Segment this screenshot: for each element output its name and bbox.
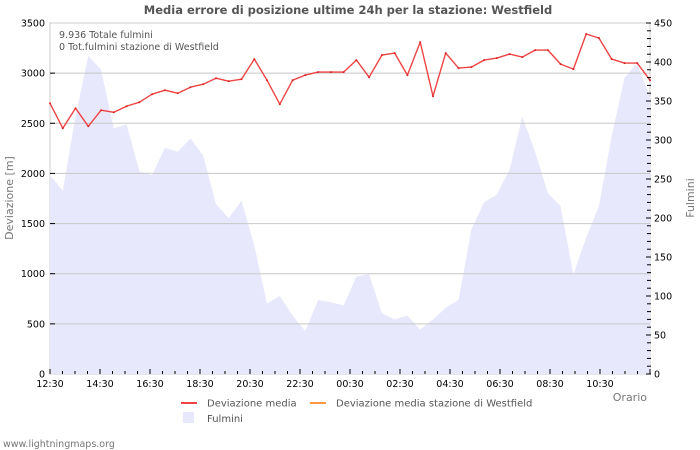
data-point xyxy=(534,49,537,52)
data-point xyxy=(61,127,64,130)
data-point xyxy=(432,95,434,98)
fulmini-area xyxy=(50,55,650,375)
plot-area xyxy=(49,22,651,375)
data-point xyxy=(623,62,626,65)
y2-tick-label: 150 xyxy=(654,253,672,264)
data-point xyxy=(176,92,179,95)
data-point xyxy=(74,107,77,110)
x-tick-label: 02:30 xyxy=(386,379,413,390)
y2-tick-label: 350 xyxy=(654,97,672,108)
legend: Deviazione media Deviazione media stazio… xyxy=(181,399,532,425)
legend-label-fulmini: Fulmini xyxy=(207,414,243,425)
y-tick-label: 1500 xyxy=(21,219,45,230)
data-point xyxy=(559,63,562,66)
source-footer: www.lightningmaps.org xyxy=(3,439,115,450)
y2-axis-label: Fulmini xyxy=(684,178,697,218)
y2-tick-label: 450 xyxy=(654,19,672,30)
deviazione-media-line xyxy=(49,33,651,130)
y2-tick-label: 300 xyxy=(654,136,672,147)
data-point xyxy=(495,57,498,60)
legend-label-deviazione-media: Deviazione media xyxy=(207,399,297,410)
x-tick-label: 08:30 xyxy=(536,379,563,390)
y2-tick-label: 50 xyxy=(654,331,666,342)
data-point xyxy=(215,77,217,80)
data-point xyxy=(266,79,268,82)
y-axis-right: 0 50 100 150 200 250 300 350 400 450 xyxy=(646,19,672,381)
data-point xyxy=(483,59,485,62)
data-point xyxy=(470,66,473,69)
data-point xyxy=(100,109,103,112)
data-point xyxy=(406,74,409,77)
y-tick-label: 3000 xyxy=(21,69,45,80)
x-tick-label: 14:30 xyxy=(86,379,113,390)
y-tick-label: 3500 xyxy=(21,19,45,30)
data-point xyxy=(125,105,128,108)
total-strikes-annotation: 9.936 Totale fulmini xyxy=(59,30,153,41)
y-tick-label: 500 xyxy=(27,319,45,330)
x-tick-label: 04:30 xyxy=(436,379,463,390)
data-point xyxy=(151,93,154,96)
legend-swatch-fulmini xyxy=(183,412,194,423)
y2-tick-label: 0 xyxy=(654,370,660,381)
data-point xyxy=(393,52,396,55)
x-axis: 12:30 14:30 16:30 18:30 20:30 22:30 00:30 02:30… xyxy=(36,369,651,390)
data-point xyxy=(508,53,511,56)
y2-tick-label: 200 xyxy=(654,214,672,225)
data-point xyxy=(240,78,243,81)
data-point xyxy=(380,54,383,57)
data-point xyxy=(112,111,115,114)
data-point xyxy=(649,79,651,82)
data-point xyxy=(636,62,639,65)
data-point xyxy=(291,79,294,82)
data-point xyxy=(546,49,549,52)
x-tick-label: 06:30 xyxy=(486,379,513,390)
deviazione-media-points xyxy=(49,33,651,130)
y-tick-label: 0 xyxy=(39,370,45,381)
data-point xyxy=(189,86,192,89)
data-point xyxy=(585,33,588,35)
data-point xyxy=(317,71,320,74)
x-tick-label: 20:30 xyxy=(236,379,263,390)
data-point xyxy=(444,52,447,55)
data-point xyxy=(597,37,600,39)
data-point xyxy=(49,102,51,105)
x-tick-label: 10:30 xyxy=(586,379,613,390)
x-tick-label: 12:30 xyxy=(36,379,63,390)
y-tick-label: 2000 xyxy=(21,169,45,180)
data-point xyxy=(419,41,422,44)
legend-label-deviazione-stazione: Deviazione media stazione di Westfield xyxy=(336,399,532,410)
y2-tick-label: 250 xyxy=(654,175,672,186)
y2-tick-label: 400 xyxy=(654,58,672,69)
x-axis-label: Orario xyxy=(613,391,648,404)
data-point xyxy=(368,76,371,79)
data-point xyxy=(572,68,575,71)
data-point xyxy=(355,59,358,62)
y2-tick-label: 100 xyxy=(654,292,672,303)
data-point xyxy=(329,71,332,74)
x-tick-label: 22:30 xyxy=(286,379,313,390)
data-point xyxy=(278,103,281,106)
y-axis-label: Deviazione [m] xyxy=(3,156,16,240)
data-point xyxy=(610,58,613,61)
x-tick-label: 16:30 xyxy=(136,379,163,390)
data-point xyxy=(87,125,90,128)
y-axis-left: 0 500 1000 1500 2000 2500 3000 3500 xyxy=(21,19,55,381)
x-tick-label: 00:30 xyxy=(336,379,363,390)
data-point xyxy=(304,74,307,77)
x-tick-label: 18:30 xyxy=(186,379,213,390)
y-tick-label: 1000 xyxy=(21,269,45,280)
grid-lines xyxy=(50,72,650,325)
y-tick-label: 2500 xyxy=(21,119,45,130)
data-point xyxy=(457,67,460,70)
chart-title: Media errore di posizione ultime 24h per… xyxy=(144,3,552,17)
data-point xyxy=(521,56,524,59)
data-point xyxy=(253,58,256,61)
data-point xyxy=(227,80,230,83)
data-point xyxy=(163,89,166,92)
data-point xyxy=(138,101,141,104)
station-strikes-annotation: 0 Tot.fulmini stazione di Westfield xyxy=(59,42,219,53)
data-point xyxy=(342,71,345,74)
data-point xyxy=(202,83,205,86)
